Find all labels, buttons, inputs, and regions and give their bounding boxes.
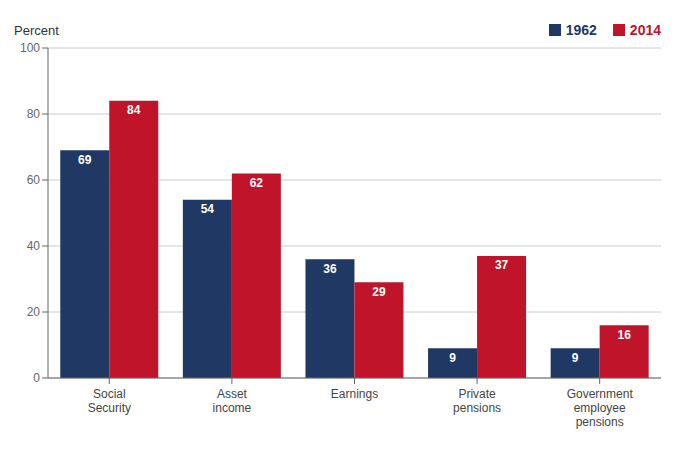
svg-text:Earnings: Earnings	[331, 387, 378, 401]
svg-text:37: 37	[495, 258, 509, 272]
svg-text:54: 54	[201, 202, 215, 216]
svg-text:0: 0	[33, 371, 40, 385]
svg-text:Governmentemployeepensions: Governmentemployeepensions	[567, 387, 634, 429]
svg-text:9: 9	[449, 351, 456, 365]
svg-text:29: 29	[372, 285, 386, 299]
svg-text:Privatepensions: Privatepensions	[453, 387, 501, 415]
svg-text:69: 69	[78, 153, 92, 167]
svg-text:Assetincome: Assetincome	[213, 387, 252, 415]
svg-text:80: 80	[27, 107, 41, 121]
svg-text:36: 36	[323, 262, 337, 276]
svg-text:62: 62	[250, 176, 264, 190]
svg-text:SocialSecurity: SocialSecurity	[88, 387, 131, 415]
html-text:2014: 2014	[629, 22, 661, 38]
svg-text:20: 20	[27, 305, 41, 319]
html-text:Percent: Percent	[14, 23, 59, 38]
svg-text:40: 40	[27, 239, 41, 253]
svg-text:9: 9	[572, 351, 579, 365]
svg-text:84: 84	[127, 103, 141, 117]
svg-text:100: 100	[20, 41, 40, 55]
svg-text:16: 16	[617, 328, 631, 342]
html-text:1962: 1962	[565, 22, 597, 38]
svg-text:60: 60	[27, 173, 41, 187]
